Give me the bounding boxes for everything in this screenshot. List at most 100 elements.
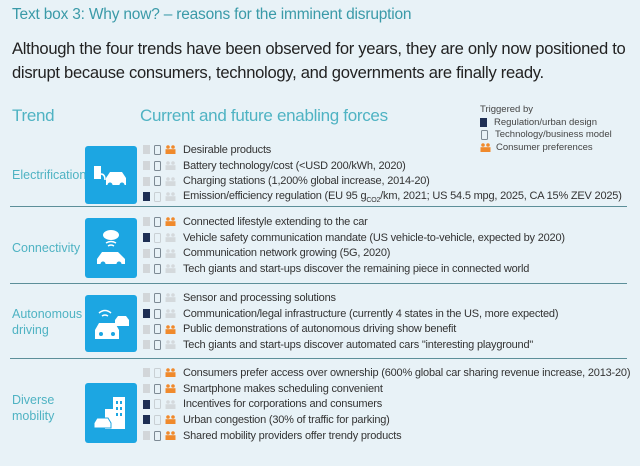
regulation-icon (143, 384, 150, 394)
technology-icon (154, 248, 161, 259)
trend-label: Diverse mobility (12, 393, 55, 423)
consumer-icon (165, 324, 176, 334)
force-text: Smartphone makes scheduling convenient (183, 382, 383, 395)
regulation-icon (143, 176, 150, 186)
technology-icon (154, 414, 161, 425)
legend-label: Technology/business model (495, 129, 612, 140)
intro-text: Although the four trends have been obser… (12, 39, 626, 82)
legend-title: Triggered by (480, 104, 533, 115)
forces-list: Sensor and processing solutions Communica… (143, 290, 558, 353)
consumer-icon (165, 309, 176, 319)
consumer-icon (165, 340, 176, 350)
force-text: Shared mobility providers offer trendy p… (183, 429, 402, 442)
force-item: Shared mobility providers offer trendy p… (143, 428, 630, 444)
legend-label: Regulation/urban design (494, 116, 597, 128)
trend-label: Connectivity (12, 241, 81, 255)
force-text: Tech giants and start-ups discover the r… (183, 262, 530, 275)
regulation-icon (143, 415, 150, 425)
force-text: Vehicle safety communication mandate (US… (183, 231, 565, 244)
consumer-icon (165, 192, 176, 202)
force-item: Communication/legal infrastructure (curr… (143, 306, 558, 322)
regulation-icon (143, 161, 150, 171)
technology-icon (154, 399, 161, 410)
regulation-icon (143, 368, 150, 378)
force-text: Incentives for corporations and consumer… (183, 398, 383, 411)
consumer-icon (165, 217, 176, 227)
force-text: Desirable products (183, 143, 272, 156)
technology-icon (154, 367, 161, 378)
consumer-icon (165, 145, 176, 155)
force-text: Battery technology/cost (<USD 200/kWh, 2… (183, 159, 406, 172)
consumer-icon (480, 143, 491, 153)
technology-icon (481, 130, 488, 141)
regulation-icon (143, 192, 150, 202)
force-item: Charging stations (1,200% global increas… (143, 173, 622, 189)
force-item: Emission/efficiency regulation (EU 95 gC… (143, 189, 622, 205)
force-item: Incentives for corporations and consumer… (143, 396, 630, 412)
consumer-icon (165, 233, 176, 243)
trend-column-header: Trend (12, 106, 55, 125)
section-divider (10, 206, 627, 207)
cloud-car-icon (85, 218, 137, 278)
force-item: Connected lifestyle extending to the car (143, 214, 565, 230)
trend-label: Electrification (12, 168, 87, 182)
regulation-icon (143, 431, 150, 441)
section-divider (10, 283, 627, 284)
technology-icon (154, 339, 161, 350)
force-text: Emission/efficiency regulation (EU 95 gC… (183, 189, 622, 204)
technology-icon (154, 383, 161, 394)
legend-label: Consumer preferences (496, 141, 593, 153)
technology-icon (154, 216, 161, 227)
section-divider (10, 358, 627, 359)
technology-icon (154, 324, 161, 335)
forces-column-header: Current and future enabling forces (140, 106, 388, 125)
consumer-icon (165, 399, 176, 409)
force-text: Communication network growing (5G, 2020) (183, 247, 391, 260)
force-item: Tech giants and start-ups discover autom… (143, 337, 558, 353)
charging-car-icon (85, 146, 137, 204)
force-text: Public demonstrations of autonomous driv… (183, 323, 457, 336)
force-text: Urban congestion (30% of traffic for par… (183, 413, 390, 426)
consumer-icon (165, 176, 176, 186)
regulation-icon (143, 340, 150, 350)
page-title: Text box 3: Why now? – reasons for the i… (12, 6, 412, 23)
technology-icon (154, 191, 161, 202)
legend: Triggered by Regulation/urban design Tec… (480, 104, 612, 154)
regulation-icon (143, 324, 150, 334)
force-text: Connected lifestyle extending to the car (183, 215, 368, 228)
force-text: Consumers prefer access over ownership (… (183, 366, 631, 379)
force-item: Tech giants and start-ups discover the r… (143, 261, 565, 277)
force-text: Sensor and processing solutions (183, 291, 336, 304)
force-item: Desirable products (143, 142, 622, 158)
force-text: Tech giants and start-ups discover autom… (183, 338, 534, 351)
regulation-icon (143, 248, 150, 258)
force-item: Battery technology/cost (<USD 200/kWh, 2… (143, 158, 622, 174)
consumer-icon (165, 248, 176, 258)
technology-icon (154, 160, 161, 171)
regulation-icon (143, 399, 150, 409)
force-text: Charging stations (1,200% global increas… (183, 175, 430, 188)
consumer-icon (165, 161, 176, 171)
regulation-icon (143, 293, 150, 303)
forces-list: Connected lifestyle extending to the car… (143, 214, 565, 277)
legend-item-regulation: Regulation/urban design (480, 117, 612, 130)
trend-label: Autonomous driving (12, 307, 83, 337)
technology-icon (154, 263, 161, 274)
consumer-icon (165, 384, 176, 394)
legend-item-technology: Technology/business model (480, 129, 612, 142)
force-item: Public demonstrations of autonomous driv… (143, 321, 558, 337)
regulation-icon (143, 233, 150, 243)
technology-icon (154, 430, 161, 441)
consumer-icon (165, 431, 176, 441)
consumer-icon (165, 264, 176, 274)
force-item: Urban congestion (30% of traffic for par… (143, 412, 630, 428)
technology-icon (154, 292, 161, 303)
subscript: CO2 (366, 197, 381, 204)
force-item: Consumers prefer access over ownership (… (143, 365, 631, 381)
autonomous-cars-icon (85, 295, 137, 352)
consumer-icon (165, 415, 176, 425)
force-text: Communication/legal infrastructure (curr… (183, 307, 559, 320)
regulation-icon (480, 118, 487, 128)
technology-icon (154, 176, 161, 187)
forces-list: Desirable products Battery technology/cos… (143, 142, 622, 205)
